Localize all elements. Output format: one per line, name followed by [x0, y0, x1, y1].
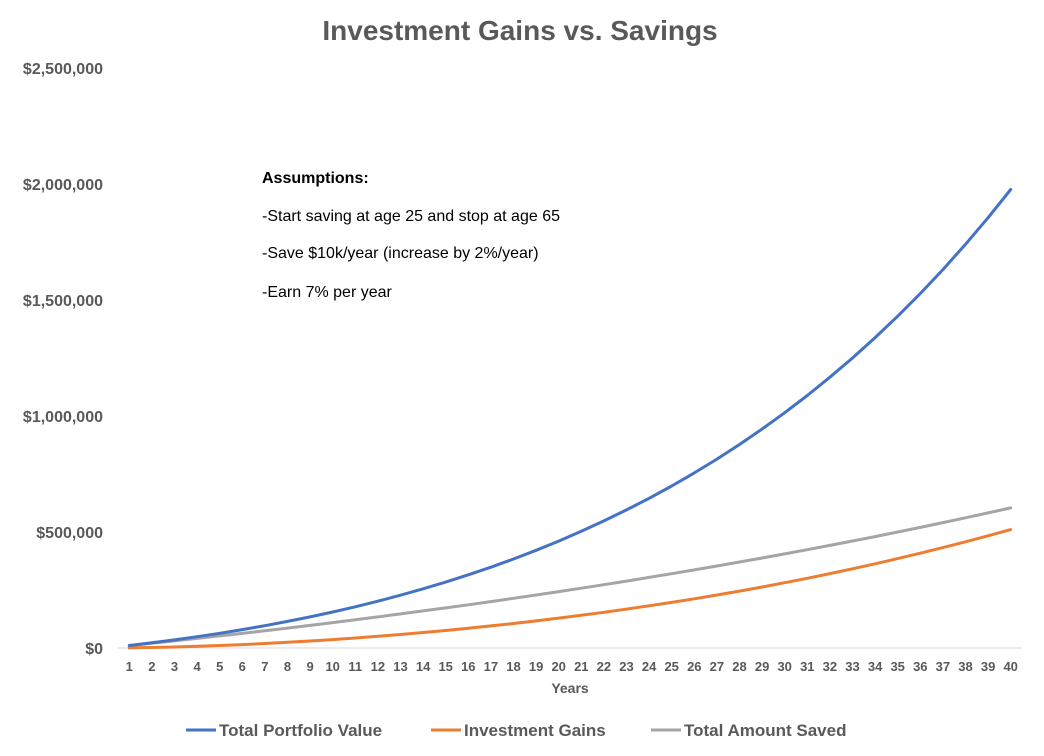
x-tick-label: 9 [306, 659, 313, 674]
x-tick-label: 19 [529, 659, 543, 674]
x-tick-label: 38 [958, 659, 972, 674]
x-tick-label: 25 [664, 659, 678, 674]
x-tick-label: 15 [438, 659, 452, 674]
y-tick-label: $1,000,000 [23, 409, 103, 426]
y-tick-label: $1,500,000 [23, 293, 103, 310]
x-tick-label: 26 [687, 659, 701, 674]
x-tick-label: 20 [551, 659, 565, 674]
x-tick-label: 27 [710, 659, 724, 674]
legend-label: Total Portfolio Value [219, 721, 382, 740]
x-tick-label: 16 [461, 659, 475, 674]
annotation-heading: Assumptions: [262, 170, 369, 187]
legend-label: Investment Gains [464, 721, 606, 740]
x-tick-label: 33 [845, 659, 859, 674]
x-tick-label: 8 [284, 659, 291, 674]
x-tick-label: 14 [416, 659, 431, 674]
x-tick-label: 34 [868, 659, 883, 674]
x-tick-label: 7 [261, 659, 268, 674]
annotation-line-2: -Save $10k/year (increase by 2%/year) [262, 245, 539, 262]
x-tick-label: 21 [574, 659, 588, 674]
x-tick-label: 30 [777, 659, 791, 674]
x-tick-label: 11 [348, 659, 362, 674]
chart-title: Investment Gains vs. Savings [322, 15, 717, 46]
x-tick-label: 32 [823, 659, 837, 674]
x-tick-label: 2 [148, 659, 155, 674]
y-axis-ticks: $0 $500,000 $1,000,000 $1,500,000 $2,000,000… [23, 61, 103, 658]
x-tick-label: 17 [484, 659, 498, 674]
x-tick-label: 28 [732, 659, 746, 674]
series-line-total-portfolio-value [127, 188, 1013, 647]
x-tick-label: 39 [981, 659, 995, 674]
x-tick-label: 29 [755, 659, 769, 674]
x-tick-label: 10 [325, 659, 339, 674]
x-tick-label: 35 [890, 659, 904, 674]
y-tick-label: $2,000,000 [23, 177, 103, 194]
y-tick-label: $500,000 [36, 525, 103, 542]
x-axis-label: Years [551, 680, 589, 696]
x-tick-label: 36 [913, 659, 927, 674]
x-tick-label: 37 [936, 659, 950, 674]
x-tick-label: 40 [1003, 659, 1017, 674]
y-tick-label: $0 [85, 641, 103, 658]
x-tick-label: 12 [371, 659, 385, 674]
x-tick-label: 3 [171, 659, 178, 674]
x-tick-label: 22 [597, 659, 611, 674]
annotation-line-1: -Start saving at age 25 and stop at age … [262, 208, 560, 225]
series-line-investment-gains [127, 528, 1013, 650]
series-lines [127, 188, 1013, 650]
series-line-total-amount-saved [127, 506, 1013, 648]
assumptions-annotation: Assumptions: -Start saving at age 25 and… [262, 170, 560, 301]
legend-label: Total Amount Saved [684, 721, 846, 740]
x-axis-ticks: 1 2 3 4 5 6 7 8 9 10 11 12 13 14 15 16 17 18 19 20 21 22 23 24 2… [126, 659, 1018, 674]
x-tick-label: 13 [393, 659, 407, 674]
x-tick-label: 1 [126, 659, 133, 674]
y-tick-label: $2,500,000 [23, 61, 103, 78]
annotation-line-3: -Earn 7% per year [262, 284, 393, 301]
x-tick-label: 5 [216, 659, 223, 674]
legend: Total Portfolio Value Investment Gains Tot… [186, 721, 846, 740]
x-tick-label: 18 [506, 659, 520, 674]
x-tick-label: 6 [239, 659, 246, 674]
x-tick-label: 4 [193, 659, 201, 674]
x-tick-label: 23 [619, 659, 633, 674]
x-tick-label: 24 [642, 659, 657, 674]
x-tick-label: 31 [800, 659, 814, 674]
